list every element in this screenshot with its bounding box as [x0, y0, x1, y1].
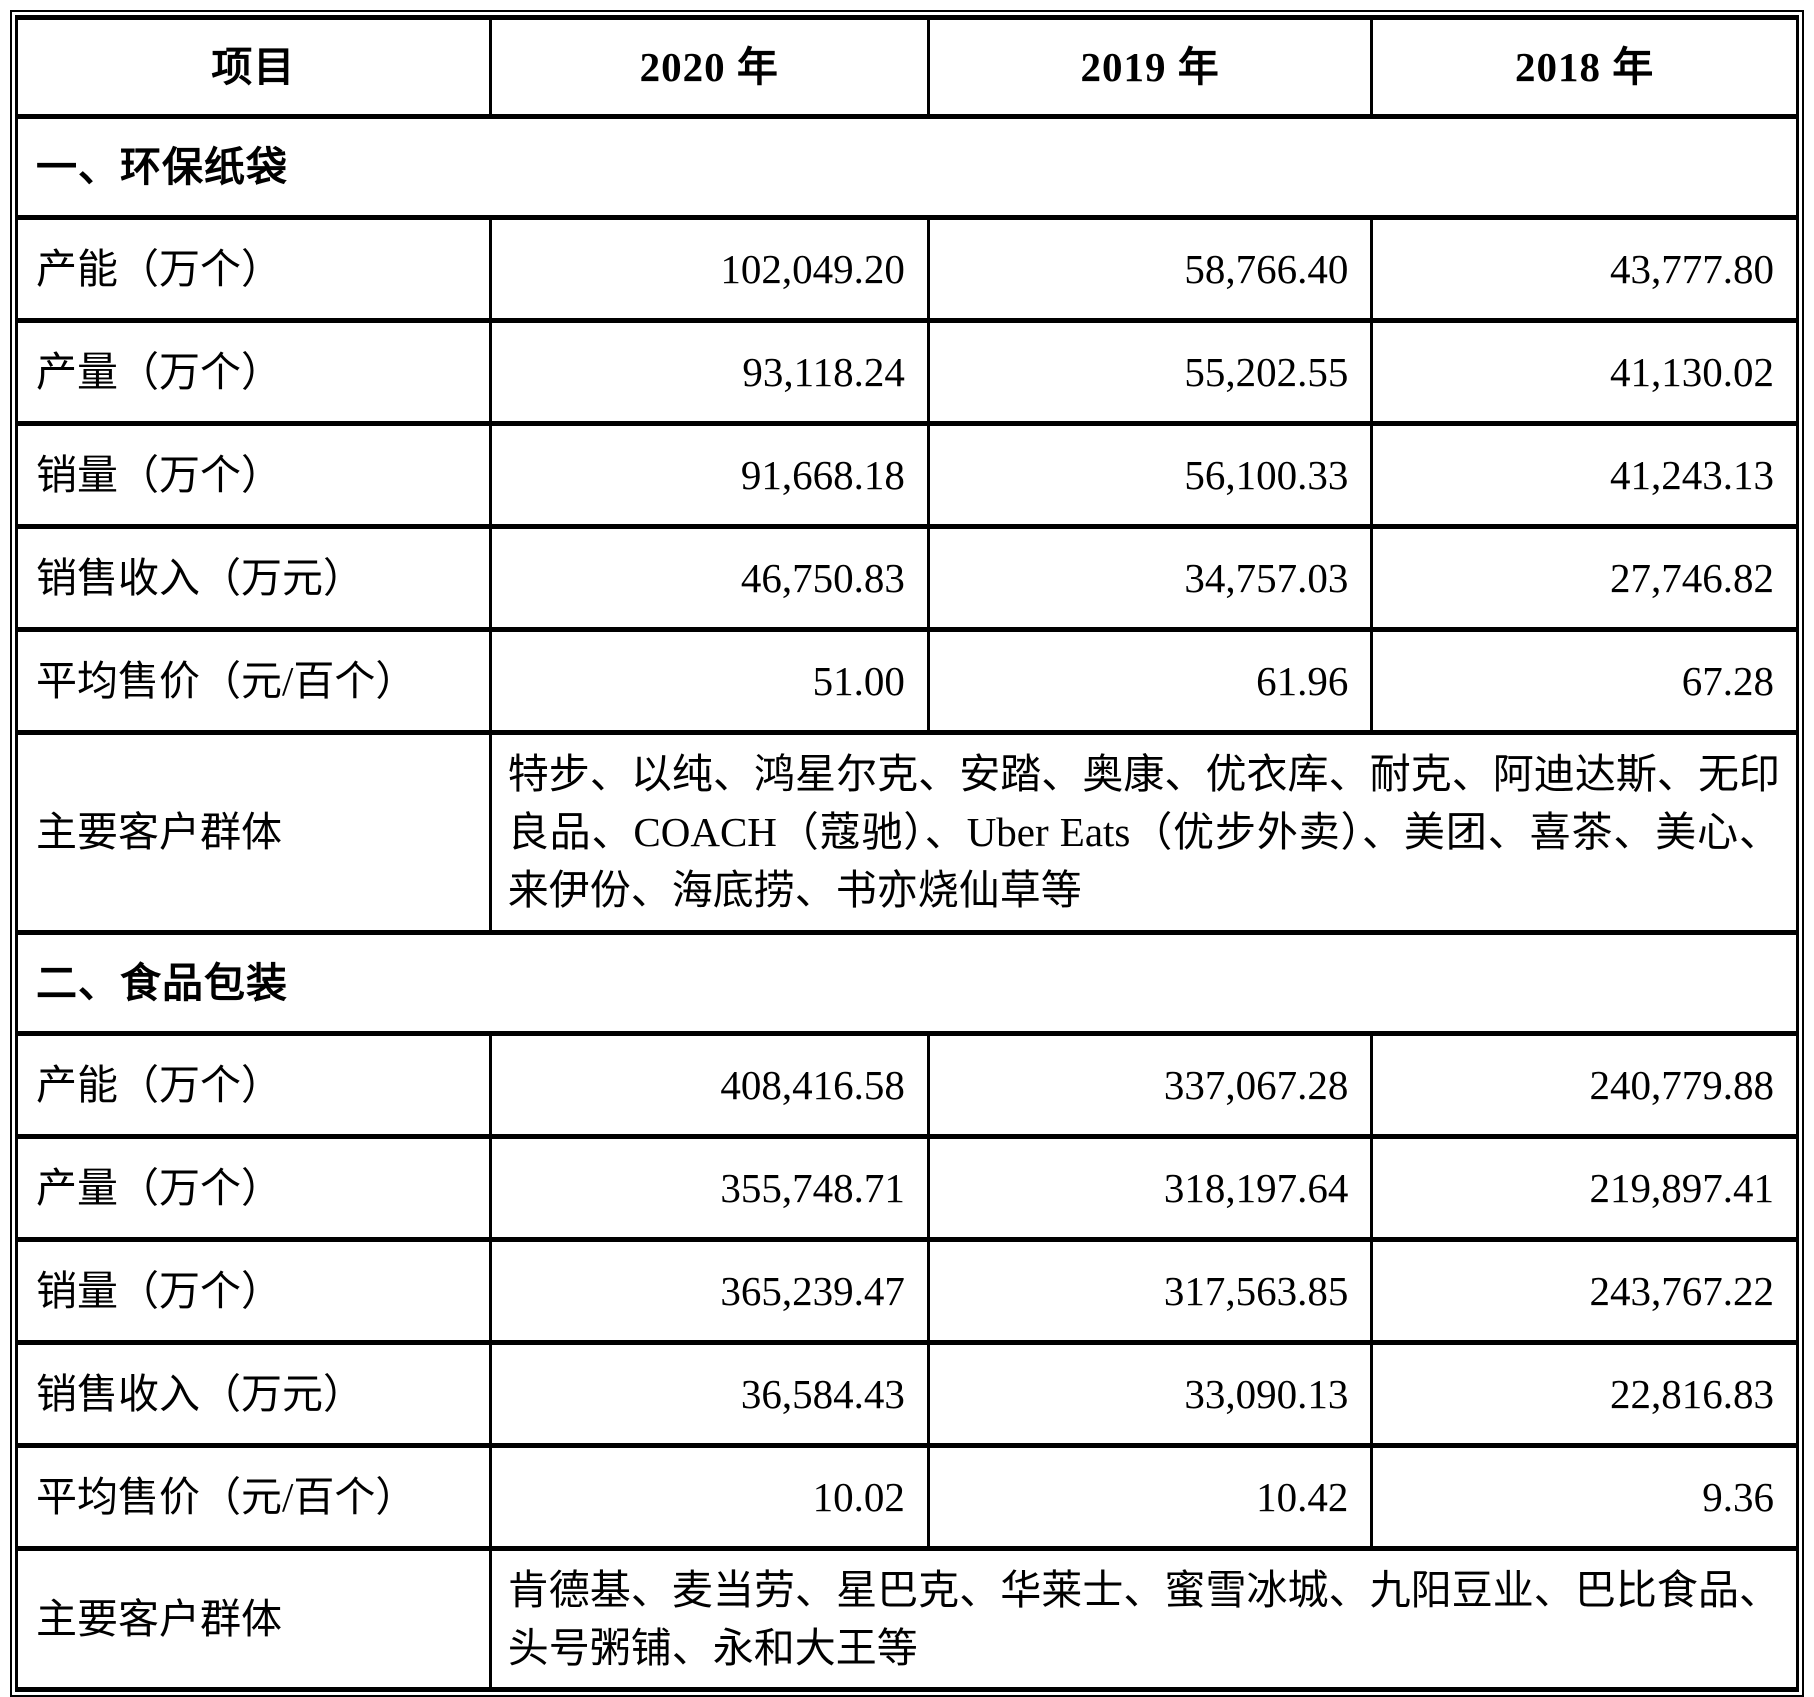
cell-value-2019: 34,757.03 — [926, 524, 1374, 632]
cell-value-2019: 56,100.33 — [926, 421, 1374, 529]
cell-value-2018: 219,897.41 — [1370, 1133, 1799, 1242]
cell-value-2018: 243,767.22 — [1370, 1236, 1799, 1345]
row-label: 产能（万个） — [15, 215, 492, 323]
column-header-2019: 2019 年 — [926, 15, 1374, 119]
cell-value-2019: 61.96 — [926, 627, 1374, 735]
cell-value-2018: 43,777.80 — [1370, 215, 1799, 323]
table-row-sales-volume: 销量（万个） 91,668.18 56,100.33 41,243.13 — [15, 421, 1799, 529]
cell-value-2019: 33,090.13 — [926, 1339, 1374, 1448]
table-row-main-customers: 主要客户群体 特步、以纯、鸿星尔克、安踏、奥康、优衣库、耐克、阿迪达斯、无印良品… — [15, 730, 1800, 935]
customers-list: 肯德基、麦当劳、星巴克、华莱士、蜜雪冰城、九阳豆业、巴比食品、头号粥铺、永和大王… — [488, 1545, 1800, 1693]
section-header-row-paper-bags: 一、环保纸袋 — [15, 114, 1799, 220]
row-label: 平均售价（元/百个） — [15, 627, 492, 735]
table-header-row: 项目 2020 年 2019 年 2018 年 — [15, 15, 1799, 119]
cell-value-2018: 9.36 — [1370, 1442, 1799, 1551]
table-row-output: 产量（万个） 93,118.24 55,202.55 41,130.02 — [15, 318, 1799, 426]
row-label: 销量（万个） — [15, 1236, 492, 1345]
cell-value-2020: 355,748.71 — [488, 1133, 930, 1242]
column-header-item: 项目 — [15, 15, 492, 119]
cell-value-2018: 22,816.83 — [1370, 1339, 1799, 1448]
cell-value-2020: 408,416.58 — [488, 1030, 930, 1139]
column-header-2020: 2020 年 — [488, 15, 930, 119]
row-label: 产量（万个） — [15, 1133, 492, 1242]
table-row-average-price: 平均售价（元/百个） 51.00 61.96 67.28 — [15, 627, 1799, 735]
cell-value-2018: 240,779.88 — [1370, 1030, 1799, 1139]
cell-value-2019: 318,197.64 — [926, 1133, 1374, 1242]
cell-value-2018: 41,243.13 — [1370, 421, 1799, 529]
cell-value-2020: 36,584.43 — [488, 1339, 930, 1448]
table-row-sales-revenue: 销售收入（万元） 46,750.83 34,757.03 27,746.82 — [15, 524, 1799, 632]
row-label: 产能（万个） — [15, 1030, 492, 1139]
row-label: 销售收入（万元） — [15, 1339, 492, 1448]
cell-value-2019: 10.42 — [926, 1442, 1374, 1551]
customers-label: 主要客户群体 — [15, 730, 492, 935]
cell-value-2020: 46,750.83 — [488, 524, 930, 632]
table-row-capacity: 产能（万个） 102,049.20 58,766.40 43,777.80 — [15, 215, 1799, 323]
cell-value-2020: 10.02 — [488, 1442, 930, 1551]
cell-value-2020: 365,239.47 — [488, 1236, 930, 1345]
cell-value-2018: 67.28 — [1370, 627, 1799, 735]
cell-value-2020: 91,668.18 — [488, 421, 930, 529]
table-row-sales-revenue: 销售收入（万元） 36,584.43 33,090.13 22,816.83 — [15, 1339, 1799, 1448]
cell-value-2018: 41,130.02 — [1370, 318, 1799, 426]
document-table-frame: 项目 2020 年 2019 年 2018 年 一、环保纸袋 产能（万个） 10… — [10, 10, 1804, 1697]
customers-label: 主要客户群体 — [15, 1545, 492, 1693]
column-header-2018: 2018 年 — [1370, 15, 1799, 119]
cell-value-2020: 51.00 — [488, 627, 930, 735]
cell-value-2018: 27,746.82 — [1370, 524, 1799, 632]
cell-value-2020: 93,118.24 — [488, 318, 930, 426]
row-label: 产量（万个） — [15, 318, 492, 426]
table-row-average-price: 平均售价（元/百个） 10.02 10.42 9.36 — [15, 1442, 1799, 1551]
section-header-row-food-packaging: 二、食品包装 — [15, 929, 1799, 1036]
row-label: 销量（万个） — [15, 421, 492, 529]
cell-value-2019: 58,766.40 — [926, 215, 1374, 323]
table-row-sales-volume: 销量（万个） 365,239.47 317,563.85 243,767.22 — [15, 1236, 1799, 1345]
table-row-output: 产量（万个） 355,748.71 318,197.64 219,897.41 — [15, 1133, 1799, 1242]
customers-list: 特步、以纯、鸿星尔克、安踏、奥康、优衣库、耐克、阿迪达斯、无印良品、COACH（… — [488, 730, 1800, 935]
cell-value-2019: 337,067.28 — [926, 1030, 1374, 1139]
table-row-capacity: 产能（万个） 408,416.58 337,067.28 240,779.88 — [15, 1030, 1799, 1139]
section-title: 二、食品包装 — [15, 929, 1799, 1036]
production-sales-table: 项目 2020 年 2019 年 2018 年 一、环保纸袋 产能（万个） 10… — [15, 15, 1800, 1693]
cell-value-2019: 317,563.85 — [926, 1236, 1374, 1345]
cell-value-2020: 102,049.20 — [488, 215, 930, 323]
row-label: 销售收入（万元） — [15, 524, 492, 632]
row-label: 平均售价（元/百个） — [15, 1442, 492, 1551]
cell-value-2019: 55,202.55 — [926, 318, 1374, 426]
table-row-main-customers: 主要客户群体 肯德基、麦当劳、星巴克、华莱士、蜜雪冰城、九阳豆业、巴比食品、头号… — [15, 1545, 1800, 1693]
section-title: 一、环保纸袋 — [15, 114, 1799, 220]
